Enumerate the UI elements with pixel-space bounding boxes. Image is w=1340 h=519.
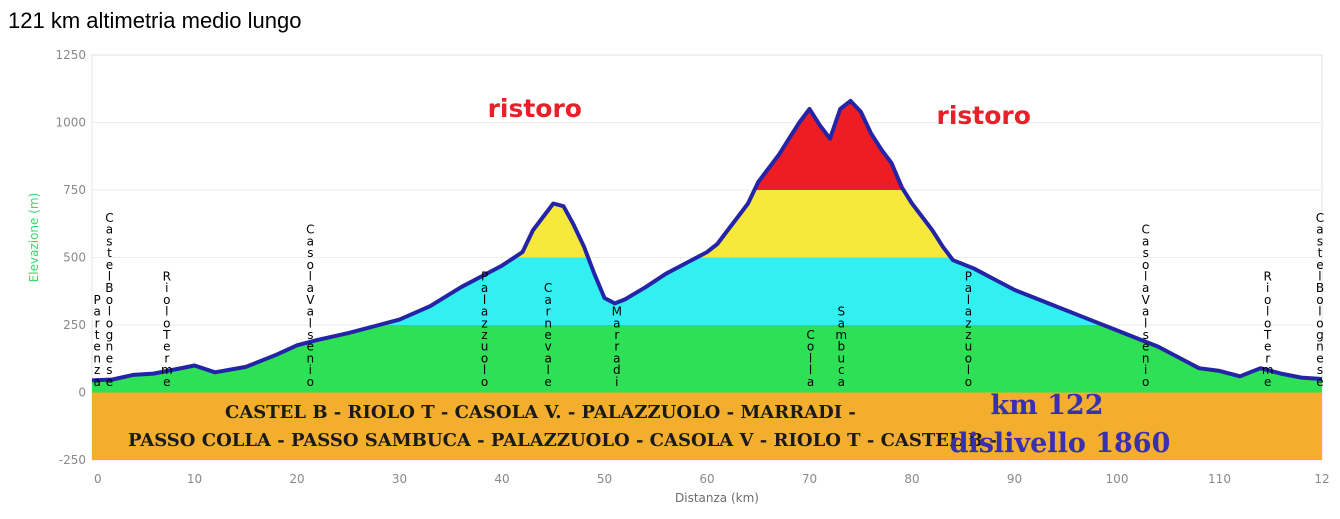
y-tick-label: 500 — [63, 251, 86, 265]
x-tick-label: 20 — [289, 472, 304, 486]
x-tick-label: 90 — [1007, 472, 1022, 486]
y-tick-label: 1250 — [55, 48, 86, 62]
x-tick-label: 12 — [1314, 472, 1329, 486]
elevation-band — [92, 392, 1322, 460]
route-line-2: PASSO COLLA - PASSO SAMBUCA - PALAZZUOLO… — [128, 430, 997, 451]
elevation-profile-line — [91, 98, 1323, 383]
km-annotation: km 122 — [990, 390, 1103, 421]
x-tick-label: 0 — [94, 472, 102, 486]
y-axis-ticks: 1250 1000 750 500 250 0 -250 — [55, 48, 86, 467]
x-tick-label: 50 — [597, 472, 612, 486]
x-tick-label: 10 — [187, 472, 202, 486]
ristoro-label: ristoro — [488, 94, 582, 123]
x-axis-ticks: 0 10 20 30 40 50 60 70 80 90 100 110 12 — [94, 472, 1330, 486]
x-tick-label: 40 — [494, 472, 509, 486]
ristoro-label: ristoro — [937, 101, 1031, 130]
x-tick-label: 30 — [392, 472, 407, 486]
y-tick-label: 0 — [78, 386, 86, 400]
y-axis-label: Elevazione (m) — [27, 193, 41, 283]
y-tick-label: -250 — [59, 453, 86, 467]
x-tick-label: 80 — [904, 472, 919, 486]
x-tick-label: 100 — [1106, 472, 1129, 486]
x-axis-label: Distanza (km) — [675, 491, 759, 505]
y-tick-label: 1000 — [55, 116, 86, 130]
route-line-1: CASTEL B - RIOLO T - CASOLA V. - PALAZZU… — [225, 402, 856, 423]
dislivello-annotation: dislivello 1860 — [950, 428, 1171, 459]
x-tick-label: 70 — [802, 472, 817, 486]
page-title: 121 km altimetria medio lungo — [8, 8, 302, 33]
x-tick-label: 110 — [1208, 472, 1231, 486]
y-tick-label: 750 — [63, 183, 86, 197]
y-tick-label: 250 — [63, 318, 86, 332]
x-tick-label: 60 — [699, 472, 714, 486]
